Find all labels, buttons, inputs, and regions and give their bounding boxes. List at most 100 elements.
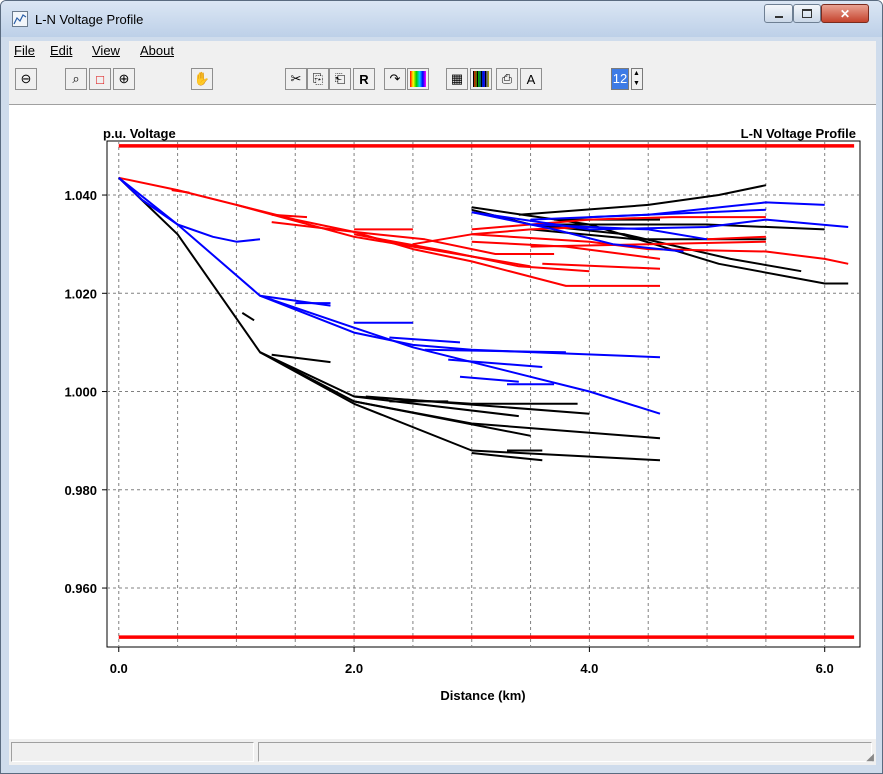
zoom-in-button[interactable]: ⊕ [113, 68, 135, 90]
cut-button[interactable]: ✂ [285, 68, 307, 90]
print-icon: ⎙ [501, 71, 513, 86]
series-line [365, 395, 590, 415]
menu-bar: File Edit View About [9, 41, 876, 61]
maximize-icon [802, 9, 812, 18]
menu-file[interactable]: File [14, 43, 35, 58]
color-grid-button[interactable] [470, 68, 492, 90]
reset-button[interactable]: R [353, 68, 375, 90]
plot-frame [106, 140, 861, 648]
zoom-out-icon: ⊖ [20, 71, 32, 86]
chart-title: L-N Voltage Profile [741, 126, 856, 141]
y-tick-label: 1.040 [64, 188, 97, 203]
pan-hand-icon: ✋ [193, 71, 211, 86]
color-grid-icon [473, 71, 489, 87]
x-axis-label: Distance (km) [440, 688, 525, 703]
x-tick-label: 6.0 [816, 661, 834, 676]
x-tick-label: 2.0 [345, 661, 363, 676]
y-axis-label: p.u. Voltage [103, 126, 176, 141]
series-line [271, 353, 331, 364]
series-line [118, 177, 261, 243]
series-line [471, 211, 849, 231]
y-tick-label: 1.000 [64, 385, 97, 400]
series-line [271, 221, 555, 255]
status-bar: ◢ [9, 739, 876, 765]
resize-grip-icon[interactable]: ◢ [866, 752, 874, 763]
series-line [530, 223, 825, 231]
cut-icon: ✂ [290, 71, 302, 86]
color-palette-button[interactable] [407, 68, 429, 90]
zoom-out-button[interactable]: ⊖ [15, 68, 37, 90]
font-button[interactable]: A [520, 68, 542, 90]
zoom-icon: ⌕ [72, 71, 80, 86]
series-line [459, 375, 519, 383]
close-icon: ✕ [839, 6, 851, 21]
zoom-button[interactable]: ⌕ [65, 68, 87, 90]
voltage-limits [118, 144, 855, 639]
title-bar[interactable]: L-N Voltage Profile ✕ [1, 1, 882, 37]
series-line [542, 262, 661, 270]
series-line [471, 211, 684, 253]
minimize-button[interactable] [764, 4, 793, 23]
voltage-profile-chart: 0.960 0.980 1.000 1.020 1.040 0.0 2.0 4.0 6.0 p… [64, 126, 861, 703]
spin-down-icon: ▼ [633, 80, 640, 87]
print-button[interactable]: ⎙ [496, 68, 518, 90]
y-axis-ticks: 0.960 0.980 1.000 1.020 1.040 [64, 188, 107, 596]
minimize-icon [774, 15, 783, 18]
x-axis-ticks: 0.0 2.0 4.0 6.0 [110, 647, 834, 676]
app-chart-icon [12, 11, 28, 27]
series-line [448, 358, 543, 368]
x-tick-label: 4.0 [580, 661, 598, 676]
close-button[interactable]: ✕ [821, 4, 869, 23]
menu-view[interactable]: View [92, 43, 120, 58]
series-line [471, 233, 849, 265]
menu-edit[interactable]: Edit [50, 43, 73, 58]
paste-button[interactable]: ⎗ [329, 68, 351, 90]
menu-about[interactable]: About [140, 43, 174, 58]
y-tick-label: 0.980 [64, 483, 97, 498]
series-line [530, 201, 825, 221]
plot-area: 0.960 0.980 1.000 1.020 1.040 0.0 2.0 4.0 6.0 p… [9, 105, 876, 739]
series-line [706, 235, 766, 241]
paste-icon: ⎗ [334, 71, 346, 86]
copy-icon: ⎘ [312, 71, 324, 86]
series-line [241, 312, 255, 322]
pan-hand-button[interactable]: ✋ [191, 68, 213, 90]
series-line [412, 226, 590, 246]
zoom-in-icon: ⊕ [118, 71, 130, 86]
series-line [589, 208, 766, 219]
series-line [118, 177, 661, 462]
x-tick-label: 0.0 [110, 661, 128, 676]
series-line [389, 336, 461, 344]
redraw-button[interactable]: ↷ [384, 68, 406, 90]
font-icon: A [526, 71, 536, 87]
series-line [271, 213, 308, 219]
copy-button[interactable]: ⎘ [307, 68, 329, 90]
window-title: L-N Voltage Profile [35, 12, 144, 27]
font-size-input[interactable]: 12 [611, 68, 629, 90]
r-icon: R [359, 71, 369, 87]
spin-up-icon: ▲ [633, 70, 640, 77]
series-line [353, 233, 590, 273]
series-line [518, 184, 767, 216]
series-lines [118, 176, 849, 462]
y-tick-label: 0.960 [64, 581, 97, 596]
grid-button[interactable]: ▦ [446, 68, 468, 90]
status-panel-right [258, 742, 872, 762]
series-line [424, 348, 566, 354]
series-line [530, 240, 766, 248]
series-line [530, 223, 708, 241]
zoom-box-button[interactable]: □ [89, 68, 111, 90]
font-size-spinner[interactable]: ▲ ▼ [631, 68, 643, 90]
color-palette-icon [410, 71, 426, 87]
maximize-button[interactable] [793, 4, 821, 23]
grid-icon: ▦ [450, 71, 464, 86]
series-line [353, 400, 531, 437]
y-tick-label: 1.020 [64, 286, 97, 301]
redraw-icon: ↷ [389, 71, 401, 86]
status-panel-left [11, 742, 254, 762]
series-line [471, 452, 543, 462]
toolbar: ⊖ ⌕ □ ⊕ ✋ ✂ ⎘ ⎗ R ↷ ▦ ⎙ A 12 ▲ ▼ [9, 61, 876, 105]
zoom-box-icon: □ [96, 71, 104, 87]
series-line [171, 189, 190, 194]
